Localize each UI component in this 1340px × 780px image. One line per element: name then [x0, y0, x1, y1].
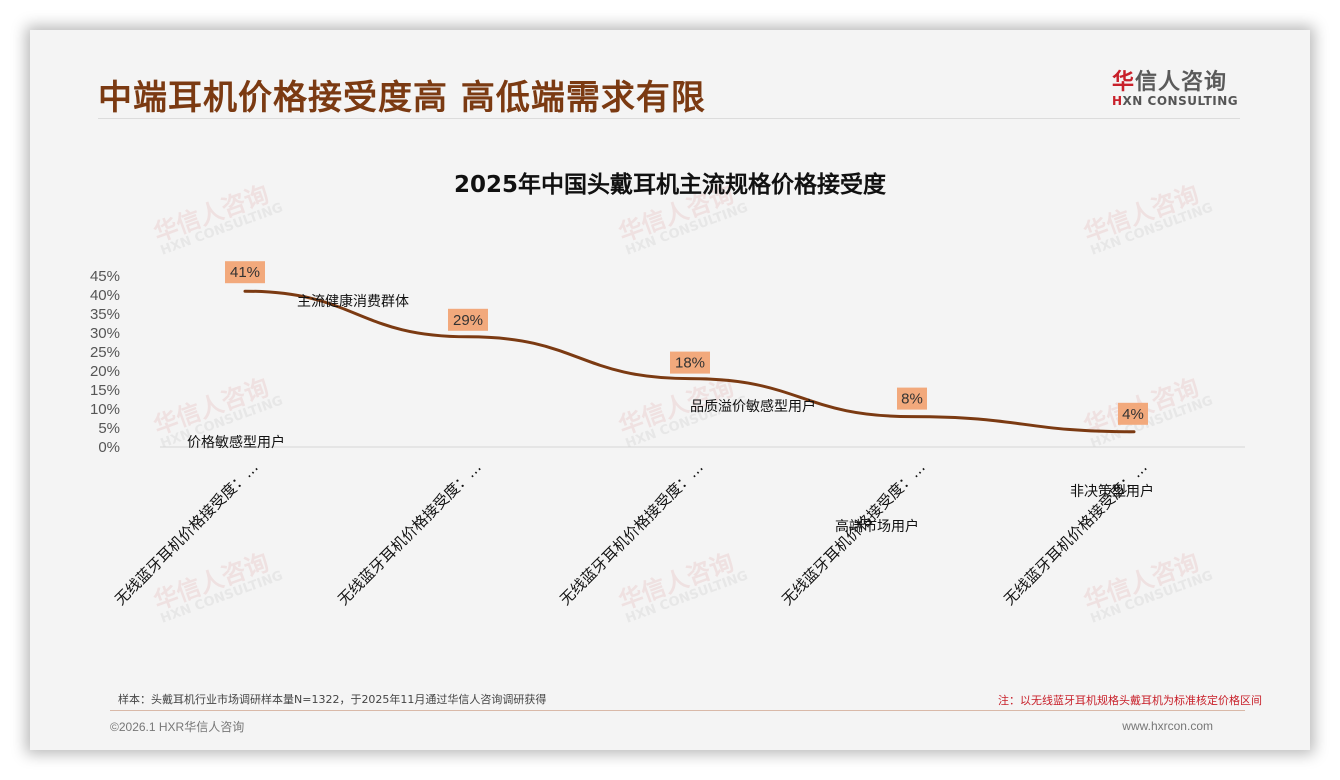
svg-text:29%: 29% [453, 312, 483, 329]
data-label: 29% [448, 308, 488, 331]
y-tick-label: 10% [90, 401, 120, 418]
x-category-label: 无线蓝牙耳机价格接受度：… [1000, 458, 1151, 609]
x-category-label: 无线蓝牙耳机价格接受度：… [334, 458, 485, 609]
chart-title: 2025年中国头戴耳机主流规格价格接受度 [453, 172, 886, 198]
logo-en-rest: XN CONSULTING [1122, 94, 1239, 108]
x-category-label: 无线蓝牙耳机价格接受度：… [556, 458, 707, 609]
logo-en: HXN CONSULTING [1112, 94, 1242, 108]
x-axis-categories: 无线蓝牙耳机价格接受度：… 无线蓝牙耳机价格接受度：… 无线蓝牙耳机价格接受度：… 无… [111, 458, 1151, 609]
logo-en-mark: H [1112, 94, 1123, 108]
line-chart: 0% 5% 10% 15% 20% 25% 30% 35% 40% 45% 价格敏感型用户 主流健康… [90, 261, 1245, 609]
svg-text:8%: 8% [901, 391, 923, 408]
logo-hua-char: 华 [1112, 70, 1136, 95]
logo-cn-rest: 信人咨询 [1135, 70, 1228, 95]
x-category-label: 无线蓝牙耳机价格接受度：… [111, 458, 262, 609]
svg-text:18%: 18% [675, 355, 705, 372]
page-title: 中端耳机价格接受度高 高低端需求有限 [98, 78, 706, 118]
y-tick-label: 15% [90, 382, 120, 399]
segment-annotation: 非决策型用户 [1070, 483, 1154, 500]
y-tick-label: 25% [90, 344, 120, 361]
y-tick-label: 35% [90, 306, 120, 323]
svg-text:4%: 4% [1122, 406, 1144, 423]
data-label: 18% [670, 351, 710, 374]
website-link[interactable]: www.hxrcon.com [1122, 719, 1213, 733]
footer-divider [110, 710, 1245, 711]
segment-annotation: 品质溢价敏感型用户 [690, 398, 816, 415]
slide: 中端耳机价格接受度高 高低端需求有限 华信人咨询 HXN CONSULTING … [30, 30, 1310, 750]
company-logo: 华信人咨询 HXN CONSULTING [1112, 64, 1242, 108]
svg-text:41%: 41% [230, 264, 260, 281]
logo-cn: 华信人咨询 [1112, 64, 1242, 96]
y-tick-label: 45% [90, 268, 120, 285]
data-label: 4% [1118, 402, 1148, 425]
sample-note: 样本：头戴耳机行业市场调研样本量N=1322，于2025年11月通过华信人咨询调… [118, 693, 547, 706]
segment-annotation: 高端市场用户 [835, 518, 919, 535]
segment-annotation: 主流健康消费群体 [297, 293, 409, 310]
data-label: 41% [225, 261, 265, 284]
y-axis: 0% 5% 10% 15% 20% 25% 30% 35% 40% 45% [90, 268, 120, 456]
title-divider [98, 118, 1240, 119]
segment-annotation: 价格敏感型用户 [187, 434, 285, 451]
y-tick-label: 0% [98, 439, 120, 456]
y-tick-label: 30% [90, 325, 120, 342]
copyright: ©2026.1 HXR华信人咨询 [110, 720, 245, 734]
data-label: 8% [897, 387, 927, 410]
y-tick-label: 20% [90, 363, 120, 380]
data-labels: 41% 29% 18% 8% 4% [225, 261, 1148, 425]
y-tick-label: 40% [90, 287, 120, 304]
y-tick-label: 5% [98, 420, 120, 437]
series-line [243, 289, 1136, 434]
methodology-note: 注：以无线蓝牙耳机规格头戴耳机为标准核定价格区间 [998, 694, 1262, 707]
